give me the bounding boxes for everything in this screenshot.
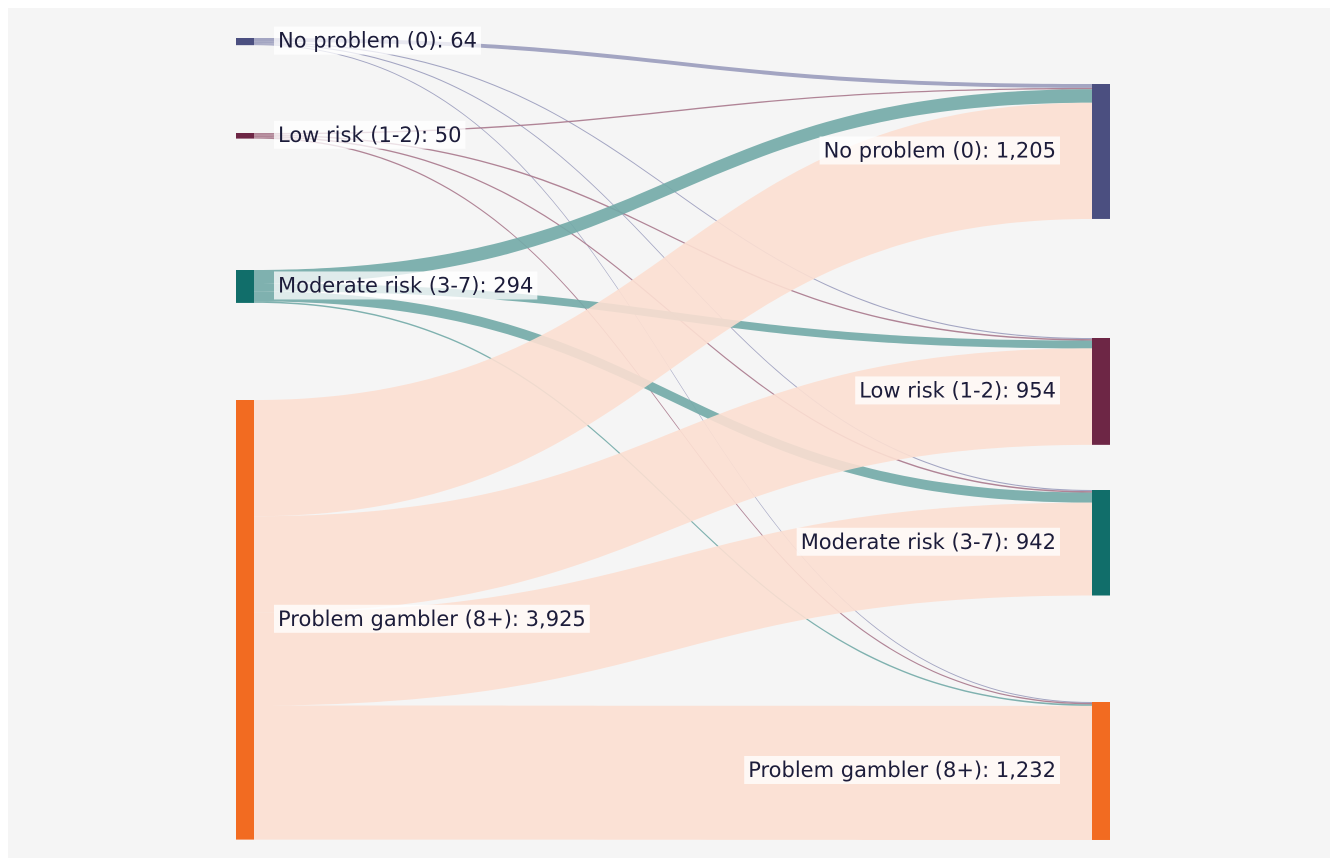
node [236, 38, 254, 46]
link [254, 38, 1092, 88]
link [254, 705, 1092, 840]
link [254, 89, 1092, 284]
link [254, 348, 1092, 613]
node-label: No problem (0): 1,205 [824, 138, 1056, 162]
node-label: Problem gambler (8+): 1,232 [748, 758, 1056, 782]
node-label: Low risk (1-2): 50 [278, 123, 461, 147]
node [236, 400, 254, 840]
node [1092, 490, 1110, 596]
label-background [796, 527, 1060, 556]
label-background [274, 26, 482, 55]
label-background [744, 755, 1060, 784]
node [236, 270, 254, 303]
link [254, 137, 1092, 705]
node [1092, 338, 1110, 445]
label-background [274, 604, 590, 633]
link [254, 291, 1092, 503]
node-label: No problem (0): 64 [278, 29, 477, 53]
label-background [819, 136, 1060, 165]
link [254, 44, 1092, 704]
label-background [274, 120, 466, 149]
node-label: Moderate risk (3-7): 942 [801, 530, 1056, 554]
node-label: Low risk (1-2): 954 [859, 378, 1056, 402]
link [254, 87, 1092, 135]
node [236, 133, 254, 139]
link [254, 134, 1092, 341]
link [254, 102, 1092, 517]
label-background [274, 271, 538, 300]
node [1092, 702, 1110, 840]
node [1092, 84, 1110, 219]
node-label: Moderate risk (3-7): 294 [278, 273, 533, 297]
node-label: Problem gambler (8+): 3,925 [278, 607, 586, 631]
label-background [855, 376, 1060, 405]
